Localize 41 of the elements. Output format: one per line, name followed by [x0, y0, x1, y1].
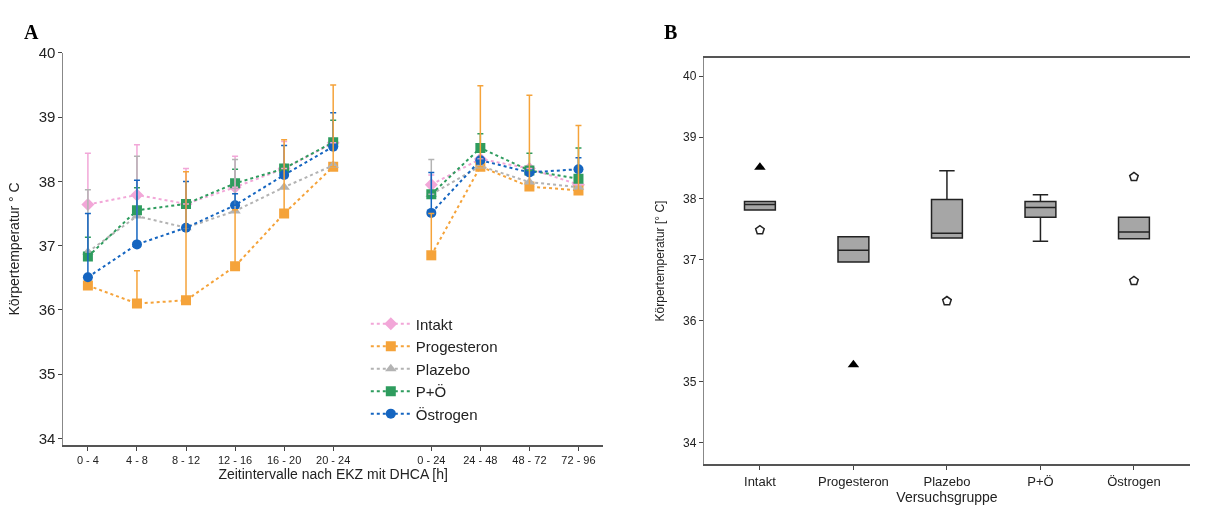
x-tick-label: 0 - 24: [417, 453, 446, 466]
chart-title: A: [24, 21, 39, 43]
y-tick-label: 36: [38, 301, 56, 319]
x-tick-label: 72 - 96: [561, 453, 596, 466]
x-tick-label: 48 - 72: [512, 453, 547, 466]
x-tick-label: Plazebo: [923, 473, 971, 489]
x-tick-label: 20 - 24: [316, 453, 351, 466]
y-tick-label: 40: [38, 44, 56, 62]
y-tick-label: 38: [683, 191, 697, 206]
x-tick-label: 24 - 48: [463, 453, 498, 466]
x-tick-label: Intakt: [744, 473, 777, 489]
x-tick-label: 4 - 8: [125, 453, 148, 466]
x-tick-label: P+Ö: [1027, 473, 1054, 489]
chart-title: B: [664, 21, 678, 43]
x-tick-label: 0 - 4: [76, 453, 99, 466]
y-tick-label: 39: [38, 108, 56, 126]
y-axis-title: Körpertemperatur [° C]: [653, 200, 668, 322]
y-tick-label: 37: [683, 252, 697, 267]
y-tick-label: 37: [38, 236, 56, 254]
y-tick-label: 34: [38, 429, 56, 447]
y-tick-label: 40: [683, 69, 697, 84]
y-tick-label: 34: [683, 436, 697, 451]
x-tick-label: Östrogen: [1107, 473, 1161, 489]
legend-label: Intakt: [415, 315, 454, 333]
y-tick-label: 36: [683, 313, 697, 328]
x-axis-title: Versuchsgruppe: [896, 488, 998, 505]
y-tick-label: 38: [38, 172, 56, 190]
x-tick-label: 16 - 20: [267, 453, 302, 466]
legend-label: Progesteron: [415, 338, 498, 355]
legend-label: Plazebo: [415, 360, 471, 378]
x-tick-label: 8 - 12: [171, 453, 201, 466]
legend-label: Östrogen: [415, 405, 478, 423]
point: [82, 280, 93, 291]
x-tick-label: Progesteron: [818, 473, 889, 489]
y-tick-label: 39: [683, 130, 697, 145]
x-axis-title: Zeitintervalle nach EKZ mit DHCA [h]: [218, 465, 448, 482]
legend-label: P+Ö: [415, 383, 447, 400]
x-tick-label: 12 - 16: [217, 453, 253, 466]
y-tick-label: 35: [38, 365, 56, 383]
y-tick-label: 35: [683, 374, 697, 389]
y-axis-title: Körpertemperatur ° C: [6, 182, 23, 316]
